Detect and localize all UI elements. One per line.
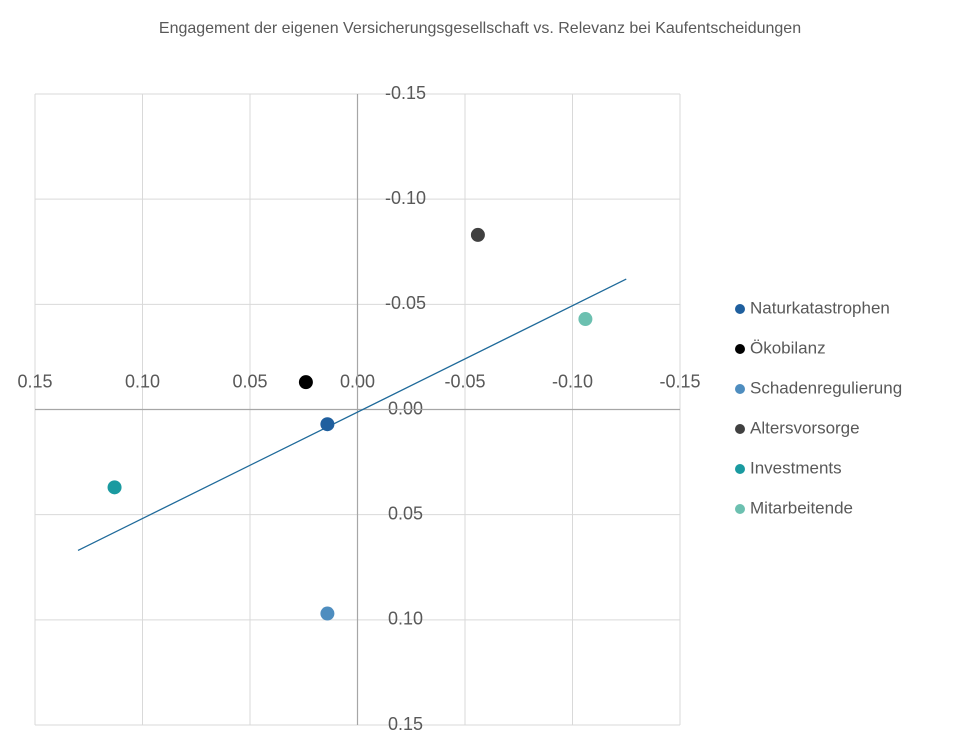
y-tick-label: -0.10 — [385, 188, 426, 208]
y-tick-label: -0.05 — [385, 293, 426, 313]
legend-label: Schadenregulierung — [750, 378, 902, 397]
point — [298, 375, 313, 390]
x-tick-label: 0.10 — [125, 371, 160, 391]
x-tick-label: -0.15 — [659, 371, 700, 391]
x-tick-label: 0.05 — [232, 371, 267, 391]
y-tick-label: -0.15 — [385, 83, 426, 103]
legend-label: Mitarbeitende — [750, 498, 853, 517]
legend-label: Ökobilanz — [750, 338, 826, 357]
legend-marker — [735, 304, 745, 314]
legend-marker — [735, 344, 745, 354]
point — [470, 227, 485, 242]
x-tick-label: 0.15 — [17, 371, 52, 391]
y-tick-label: 0.05 — [388, 503, 423, 523]
legend-label: Investments — [750, 458, 842, 477]
chart-title: Engagement der eigenen Versicherungsgese… — [158, 20, 802, 37]
y-tick-label: 0.15 — [388, 714, 423, 733]
point — [578, 312, 593, 327]
y-tick-label: 0.10 — [388, 609, 423, 629]
point — [320, 417, 335, 432]
legend-marker — [735, 464, 745, 474]
x-tick-label: -0.10 — [552, 371, 593, 391]
legend-marker — [735, 504, 745, 514]
point — [107, 480, 122, 495]
y-tick-label: 0.00 — [388, 398, 423, 418]
legend-marker — [735, 384, 745, 394]
trendline — [77, 278, 627, 552]
point — [320, 606, 335, 621]
legend-marker — [735, 424, 745, 434]
legend-label: Altersvorsorge — [750, 418, 860, 437]
x-tick-label: -0.05 — [444, 371, 485, 391]
legend-label: Naturkatastrophen — [750, 298, 890, 317]
